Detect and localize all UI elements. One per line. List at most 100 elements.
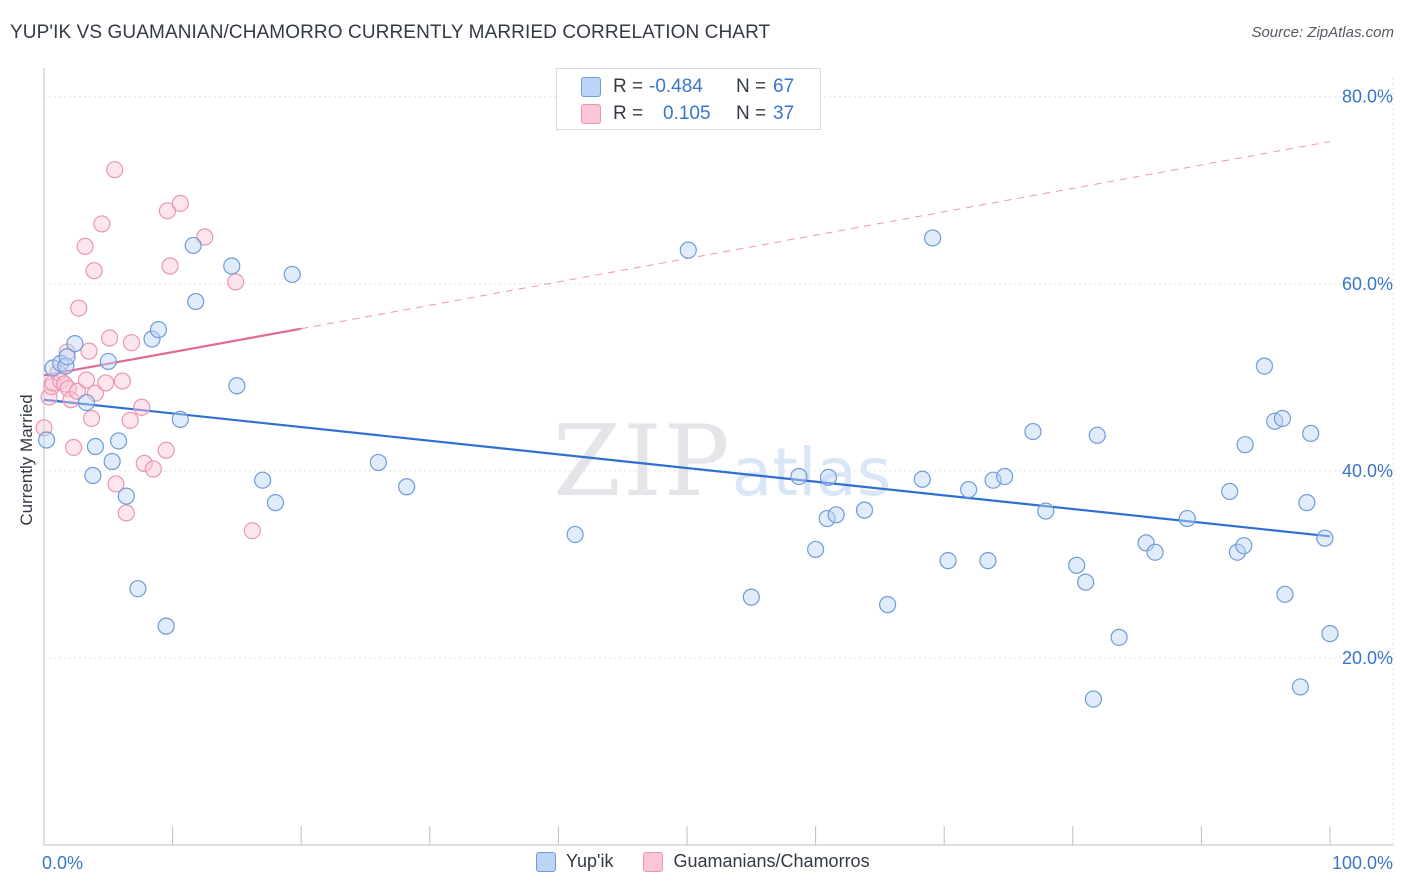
chamorro-point [122, 334, 141, 352]
stats-row-chamorro: R = 0.105 N = 37 [557, 101, 820, 127]
axes [43, 68, 1393, 846]
tick-labels: 20.0% 40.0% 60.0% 80.0% 0.0% 100.0% [42, 87, 1393, 873]
chamorro-point [77, 371, 96, 389]
y-tick-label: 80.0% [1342, 87, 1393, 107]
chamorro-point [68, 382, 87, 400]
legend-item-chamorro[interactable]: Guamanians/Chamorros [643, 851, 870, 872]
yupik-point [996, 467, 1014, 486]
yupik-point [52, 354, 70, 372]
legend-label: Yup'ik [566, 851, 614, 871]
y-tick-label: 60.0% [1342, 274, 1393, 294]
yupik-point [58, 348, 76, 366]
yupik-point [171, 410, 189, 429]
stats-row-yupik: R = -0.484 N = 67 [557, 74, 820, 100]
chamorro-point [158, 202, 177, 220]
chamorro-point [40, 388, 58, 406]
chamorro-point [196, 228, 214, 246]
yupik-point [143, 330, 161, 348]
n-value: 67 [773, 76, 795, 97]
trend-lines [43, 141, 1331, 538]
chamorro-point [171, 194, 189, 212]
yupik-point [228, 377, 246, 395]
yupik-point [77, 393, 96, 412]
yupik-point [1221, 482, 1239, 501]
chamorro-point [157, 441, 175, 459]
yupik-point [1110, 628, 1128, 646]
yupik-point [1236, 436, 1254, 454]
yupik-trend-line [43, 398, 1331, 538]
yupik-point [1255, 357, 1274, 375]
yupik-point [1077, 573, 1095, 591]
yupik-point [1276, 585, 1294, 603]
yupik-point [1037, 502, 1055, 520]
watermark: ZIPatlas [553, 405, 891, 519]
yupik-point [103, 452, 121, 471]
chamorro-point [82, 409, 101, 428]
r-label: R = [613, 76, 644, 97]
chamorro-point [161, 257, 179, 275]
yupik-point [149, 321, 168, 339]
chamorro-point [121, 411, 139, 429]
yupik-point [790, 467, 808, 486]
watermark-zip: ZIP [553, 405, 732, 519]
yupik-point [187, 292, 205, 311]
yupik-point [1291, 678, 1310, 696]
chamorro-swatch [643, 851, 664, 872]
data-points [35, 161, 1339, 708]
yupik-point [1088, 426, 1106, 444]
yupik-point [266, 494, 285, 512]
chamorro-point [227, 273, 245, 291]
legend-item-yupik[interactable]: Yup'ik [536, 851, 613, 872]
chamorro-point [106, 161, 124, 179]
yupik-point [369, 453, 387, 472]
yupik-point [1235, 537, 1253, 555]
yupik-point [1137, 534, 1155, 552]
r-value: 0.105 [663, 103, 711, 124]
yupik-point [1298, 494, 1316, 512]
yupik-swatch [581, 77, 601, 97]
yupik-point [1024, 422, 1042, 441]
chamorro-point [97, 374, 115, 392]
chamorro-trend-line [43, 327, 302, 377]
yupik-point [1084, 690, 1102, 708]
chamorro-point [85, 262, 103, 280]
yupik-point [1321, 625, 1339, 643]
yupik-point [827, 506, 845, 524]
y-axis-label: Currently Married [17, 394, 36, 526]
yupik-point [1316, 529, 1334, 547]
r-label: R = [613, 103, 644, 124]
yupik-point [1178, 509, 1196, 528]
yupik-point [1302, 424, 1320, 443]
chamorro-point [117, 504, 135, 522]
chart-title: YUP'IK VS GUAMANIAN/CHAMORRO CURRENTLY M… [10, 22, 771, 43]
yupik-point [129, 580, 147, 598]
yupik-point [879, 596, 897, 614]
yupik-point [99, 352, 117, 371]
legend-label: Guamanians/Chamorros [673, 851, 870, 871]
yupik-point [979, 552, 997, 570]
yupik-point [66, 335, 84, 353]
yupik-point [1273, 409, 1292, 428]
yupik-point [1228, 543, 1247, 561]
yupik-swatch [536, 851, 556, 872]
yupik-point [184, 236, 202, 255]
n-label: N = [736, 103, 767, 124]
chamorro-point [243, 522, 261, 540]
yupik-point [37, 431, 56, 449]
yupik-point [86, 437, 105, 456]
x-tick-label: 0.0% [42, 853, 83, 873]
chamorro-point [133, 398, 151, 416]
chamorro-point [100, 329, 119, 347]
yupik-point [806, 540, 825, 559]
n-label: N = [736, 76, 767, 97]
yupik-point [1068, 556, 1086, 574]
yupik-point [818, 509, 836, 528]
yupik-point [939, 552, 957, 570]
yupik-point [1146, 543, 1164, 561]
x-tick-label: 100.0% [1332, 853, 1393, 873]
r-value: -0.484 [649, 76, 703, 97]
yupik-point [157, 617, 175, 635]
chamorro-point [64, 438, 83, 457]
yupik-point [398, 478, 416, 496]
